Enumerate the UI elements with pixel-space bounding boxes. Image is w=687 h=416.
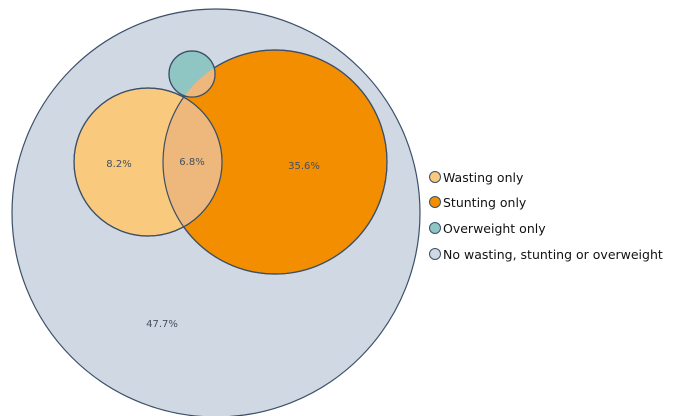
legend-marker-none: [429, 248, 441, 260]
legend-marker-overweight: [429, 222, 441, 234]
legend-item-overweight: Overweight only: [429, 221, 546, 236]
legend-marker-stunting: [429, 196, 441, 208]
legend-item-none: No wasting, stunting or overweight: [429, 247, 663, 262]
legend-item-wasting: Wasting only: [429, 170, 524, 185]
region-label-wasting-stunting: 6.8%: [179, 157, 204, 168]
legend: Wasting only Stunting only Overweight on…: [429, 170, 663, 262]
region-label-wasting-only: 8.2%: [106, 159, 131, 170]
legend-marker-wasting: [429, 171, 441, 183]
region-label-none: 47.7%: [146, 319, 178, 330]
outline-stunting: [162, 49, 388, 275]
outline-overweight: [168, 50, 216, 98]
legend-label-stunting: Stunting only: [443, 195, 527, 210]
legend-label-wasting: Wasting only: [443, 170, 524, 185]
region-label-stunting-only: 35.6%: [288, 161, 320, 172]
legend-item-stunting: Stunting only: [429, 195, 527, 210]
outline-wasting: [73, 87, 223, 237]
legend-label-overweight: Overweight only: [443, 221, 546, 236]
overlap-wasting-stunting: [163, 88, 222, 236]
legend-label-none: No wasting, stunting or overweight: [443, 247, 663, 262]
